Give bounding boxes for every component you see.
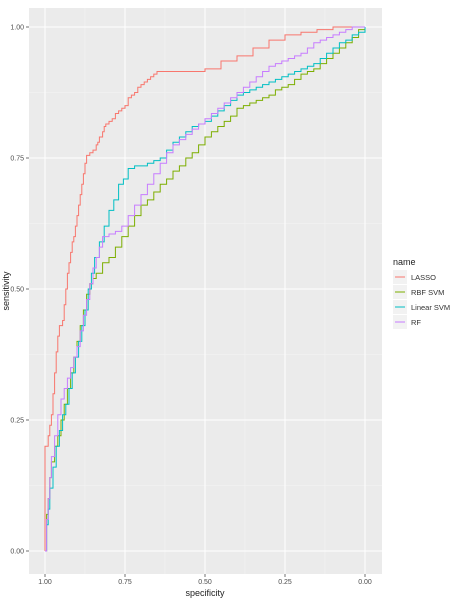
- x-tick-label: 1.00: [38, 579, 52, 586]
- y-axis-title: sensitivity: [1, 271, 11, 311]
- y-tick-label: 0.00: [10, 549, 24, 556]
- x-tick-label: 0.25: [278, 579, 292, 586]
- x-tick-label: 0.75: [118, 579, 132, 586]
- y-tick-label: 0.75: [10, 156, 24, 163]
- y-tick-label: 0.25: [10, 418, 24, 425]
- x-tick-label: 0.50: [198, 579, 212, 586]
- legend-label-lasso: LASSO: [411, 273, 436, 282]
- y-tick-label: 0.50: [10, 287, 24, 294]
- legend-title: name: [393, 257, 416, 267]
- x-axis-title: specificity: [185, 588, 225, 598]
- legend-label-linear-svm: Linear SVM: [411, 303, 450, 312]
- y-tick-label: 1.00: [10, 25, 24, 32]
- x-tick-label: 0.00: [358, 579, 372, 586]
- legend-label-rbf-svm: RBF SVM: [411, 288, 444, 297]
- legend-label-rf: RF: [411, 318, 421, 327]
